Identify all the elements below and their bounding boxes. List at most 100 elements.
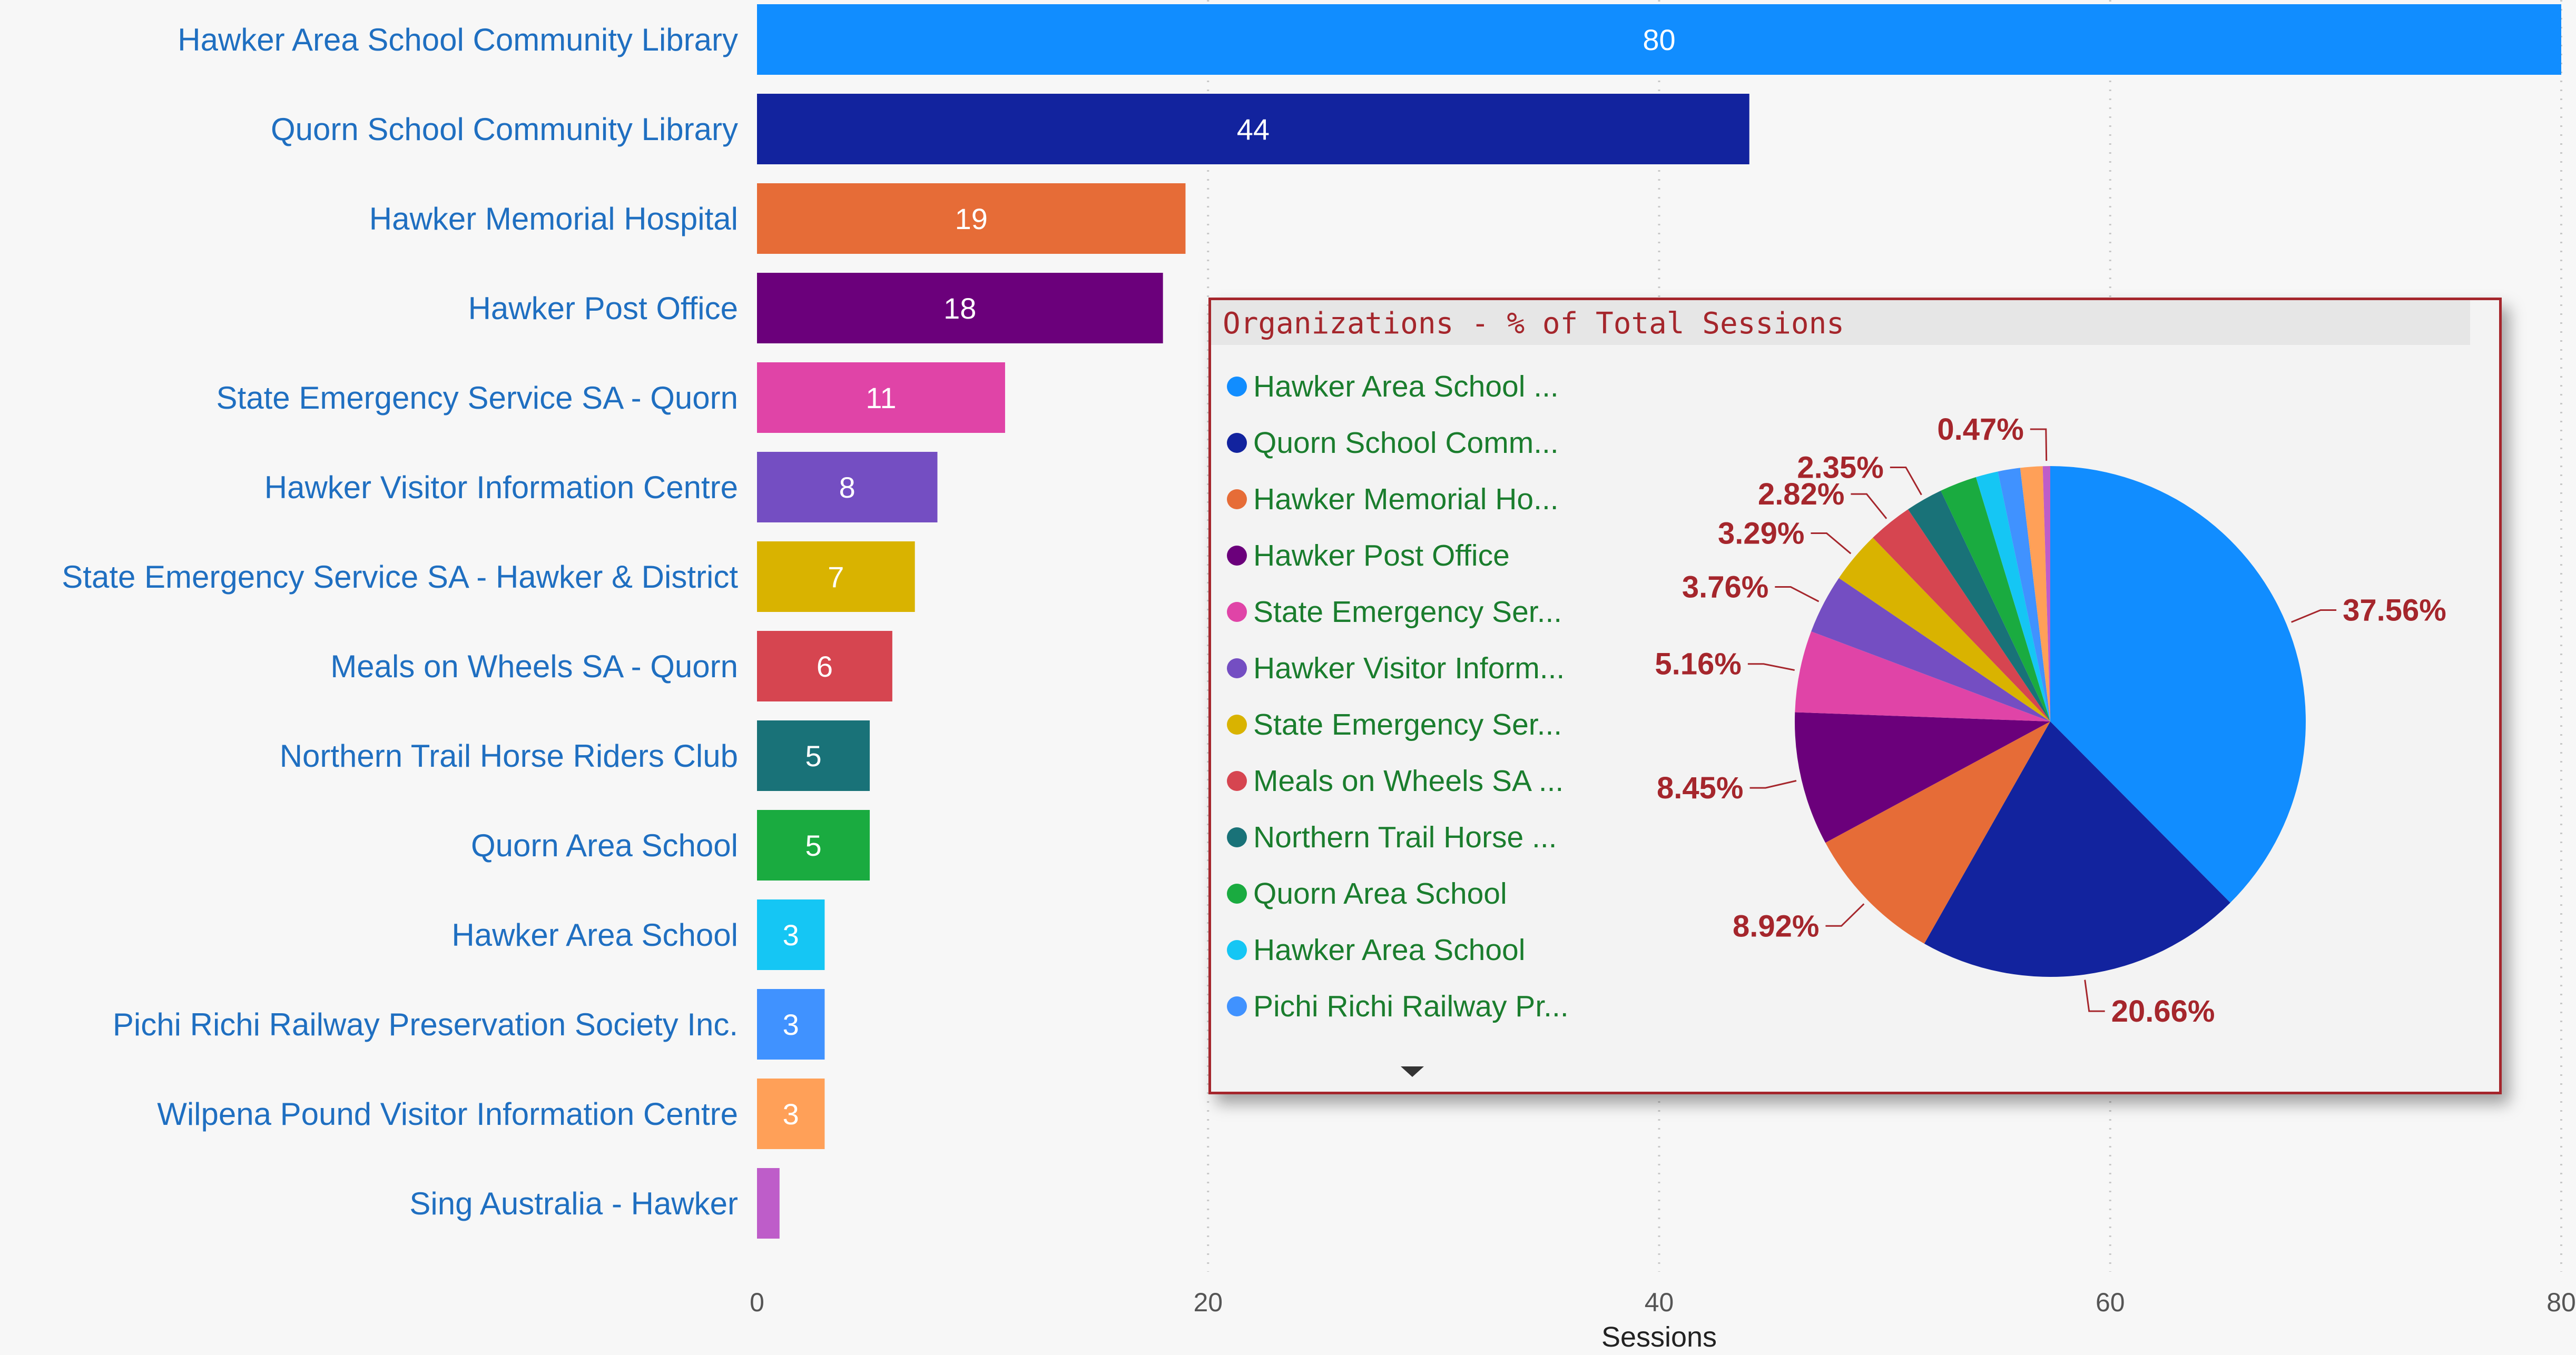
legend-swatch — [1227, 939, 1247, 960]
pie-slice[interactable] — [1795, 712, 2050, 843]
pie-leader-line — [1775, 586, 1820, 602]
legend-label: Hawker Area School ... — [1253, 369, 1559, 403]
bar[interactable] — [757, 94, 1749, 164]
pie-slice[interactable] — [1873, 509, 2050, 721]
legend-swatch — [1227, 770, 1247, 791]
bar[interactable] — [757, 183, 1186, 254]
bar-row[interactable]: State Emergency Service SA - Hawker & Di… — [62, 541, 915, 612]
pie-slice[interactable] — [1811, 578, 2050, 721]
pie-slice-label: 2.82% — [1758, 477, 1844, 511]
bar[interactable] — [757, 631, 892, 701]
pie-slice-label: 8.92% — [1733, 909, 1819, 943]
pie-slice-label: 3.76% — [1682, 570, 1768, 605]
category-label: Wilpena Pound Visitor Information Centre — [157, 1096, 738, 1132]
bar-row[interactable]: Quorn School Community Library 44 — [271, 94, 1749, 164]
legend-item[interactable]: State Emergency Ser... — [1227, 696, 1596, 753]
pie-slice[interactable] — [1941, 477, 2050, 721]
legend-swatch — [1227, 827, 1247, 847]
bar[interactable] — [757, 4, 2561, 75]
pie-slice[interactable] — [1795, 631, 2050, 721]
pie-slice[interactable] — [1998, 468, 2050, 721]
bar-row[interactable]: Hawker Post Office 18 — [468, 273, 1163, 343]
bar[interactable] — [757, 1079, 825, 1149]
pie-slice[interactable] — [2042, 466, 2050, 721]
legend-item[interactable]: Quorn Area School — [1227, 865, 1596, 922]
bar-row[interactable]: State Emergency Service SA - Quorn 11 — [217, 362, 1005, 433]
x-tick-label: 60 — [2096, 1288, 2125, 1317]
bar-value-label: 3 — [783, 1097, 799, 1131]
bar[interactable] — [757, 720, 870, 791]
legend-item[interactable]: Hawker Memorial Ho... — [1227, 471, 1596, 527]
legend-label: Hawker Area School — [1253, 933, 1526, 967]
legend-swatch — [1227, 432, 1247, 453]
bar-row[interactable]: Quorn Area School 5 — [471, 810, 870, 881]
legend-scroll-down-icon[interactable] — [1401, 1066, 1424, 1077]
bar-row[interactable]: Wilpena Pound Visitor Information Centre… — [157, 1079, 825, 1149]
legend-item[interactable]: Hawker Post Office — [1227, 527, 1596, 583]
pie-chart-header: Organizations - % of Total Sessions — [1211, 300, 2470, 345]
bar[interactable] — [757, 362, 1005, 433]
pie-slice[interactable] — [1908, 490, 2050, 721]
category-label: Hawker Area School — [451, 917, 738, 953]
legend-swatch — [1227, 489, 1247, 509]
bar[interactable] — [757, 989, 825, 1060]
pie-slice-label: 5.16% — [1655, 647, 1741, 681]
pie-slice[interactable] — [1975, 471, 2050, 721]
bar-row[interactable]: Sing Australia - Hawker — [409, 1168, 780, 1239]
pie-slice[interactable] — [1825, 721, 2050, 944]
legend-swatch — [1227, 658, 1247, 678]
bar[interactable] — [757, 1168, 780, 1239]
pie-leader-line — [1749, 780, 1797, 789]
bar-value-label: 3 — [783, 918, 799, 952]
legend-swatch — [1227, 376, 1247, 397]
bar[interactable] — [757, 899, 825, 970]
pie-leader-line — [2030, 428, 2048, 461]
category-label: Quorn Area School — [471, 828, 738, 863]
pie-slice[interactable] — [2050, 466, 2306, 903]
category-label: Sing Australia - Hawker — [409, 1186, 738, 1221]
bar-row[interactable]: Northern Trail Horse Riders Club 5 — [280, 720, 870, 791]
legend-label: Pichi Richi Railway Pr... — [1253, 989, 1569, 1023]
bar-row[interactable]: Hawker Area School Community Library 80 — [178, 4, 2561, 75]
legend-item[interactable]: Pichi Richi Railway Pr... — [1227, 978, 1596, 1034]
bar-value-label: 11 — [866, 381, 896, 414]
legend-item[interactable]: Quorn School Comm... — [1227, 414, 1596, 471]
category-label: Hawker Visitor Information Centre — [264, 470, 738, 505]
category-label: Pichi Richi Railway Preservation Society… — [113, 1007, 738, 1042]
legend-item[interactable]: Northern Trail Horse ... — [1227, 809, 1596, 865]
pie-slice[interactable] — [1924, 721, 2230, 977]
legend-item[interactable]: Hawker Visitor Inform... — [1227, 640, 1596, 696]
category-label: Hawker Area School Community Library — [178, 22, 738, 57]
pie-leader-line — [1811, 532, 1852, 555]
pie-leader-line — [2291, 609, 2337, 623]
bar-value-label: 80 — [1643, 23, 1675, 56]
legend-item[interactable]: Meals on Wheels SA ... — [1227, 753, 1596, 809]
legend-item[interactable]: Hawker Area School — [1227, 922, 1596, 978]
legend-item[interactable]: State Emergency Ser... — [1227, 583, 1596, 640]
bar-row[interactable]: Hawker Memorial Hospital 19 — [369, 183, 1186, 254]
bar-row[interactable]: Pichi Richi Railway Preservation Society… — [113, 989, 825, 1060]
legend-label: State Emergency Ser... — [1253, 595, 1562, 629]
bar[interactable] — [757, 273, 1163, 343]
bar[interactable] — [757, 810, 870, 881]
bar-value-label: 18 — [943, 292, 976, 325]
bar-row[interactable]: Hawker Area School 3 — [451, 899, 825, 970]
bar[interactable] — [757, 541, 915, 612]
legend-label: Hawker Post Office — [1253, 538, 1510, 572]
pie-slice[interactable] — [2020, 466, 2050, 721]
bar-row[interactable]: Hawker Visitor Information Centre 8 — [264, 452, 938, 522]
bar-value-label: 8 — [839, 471, 856, 504]
pie-slice[interactable] — [1838, 538, 2050, 721]
legend-swatch — [1227, 883, 1247, 904]
x-tick-label: 80 — [2546, 1288, 2576, 1317]
pie-chart-title: Organizations - % of Total Sessions — [1223, 306, 1845, 341]
category-label: Northern Trail Horse Riders Club — [280, 738, 738, 774]
bar-value-label: 6 — [817, 650, 833, 683]
pie-slice-label: 8.45% — [1657, 771, 1743, 805]
pie-slice-label: 37.56% — [2343, 593, 2446, 627]
bar[interactable] — [757, 452, 938, 522]
pie-leader-line — [1747, 663, 1795, 671]
legend-item[interactable]: Hawker Area School ... — [1227, 358, 1596, 414]
bar-row[interactable]: Meals on Wheels SA - Quorn 6 — [330, 631, 892, 701]
